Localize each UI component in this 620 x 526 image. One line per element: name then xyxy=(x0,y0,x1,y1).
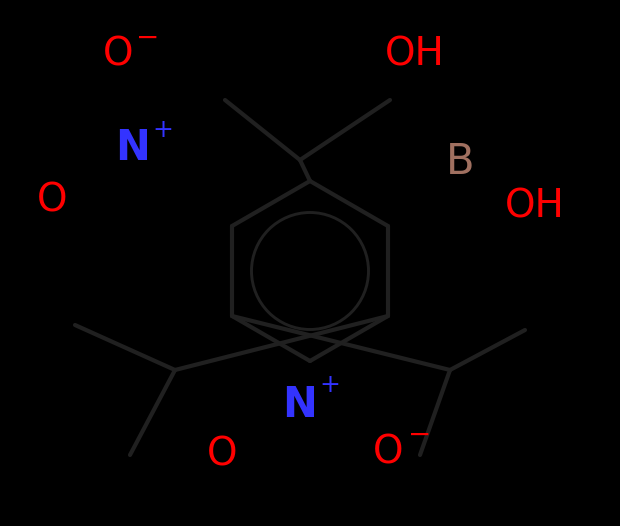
Text: O: O xyxy=(373,433,403,471)
Text: B: B xyxy=(446,141,474,183)
Text: O: O xyxy=(206,436,237,474)
Text: +: + xyxy=(319,373,340,397)
Text: N: N xyxy=(283,384,317,426)
Text: N: N xyxy=(115,127,151,169)
Text: −: − xyxy=(409,421,432,449)
Text: O: O xyxy=(103,36,133,74)
Text: O: O xyxy=(37,181,67,219)
Text: +: + xyxy=(153,118,174,142)
Text: −: − xyxy=(136,24,159,52)
Text: OH: OH xyxy=(385,36,445,74)
Text: OH: OH xyxy=(505,188,565,226)
